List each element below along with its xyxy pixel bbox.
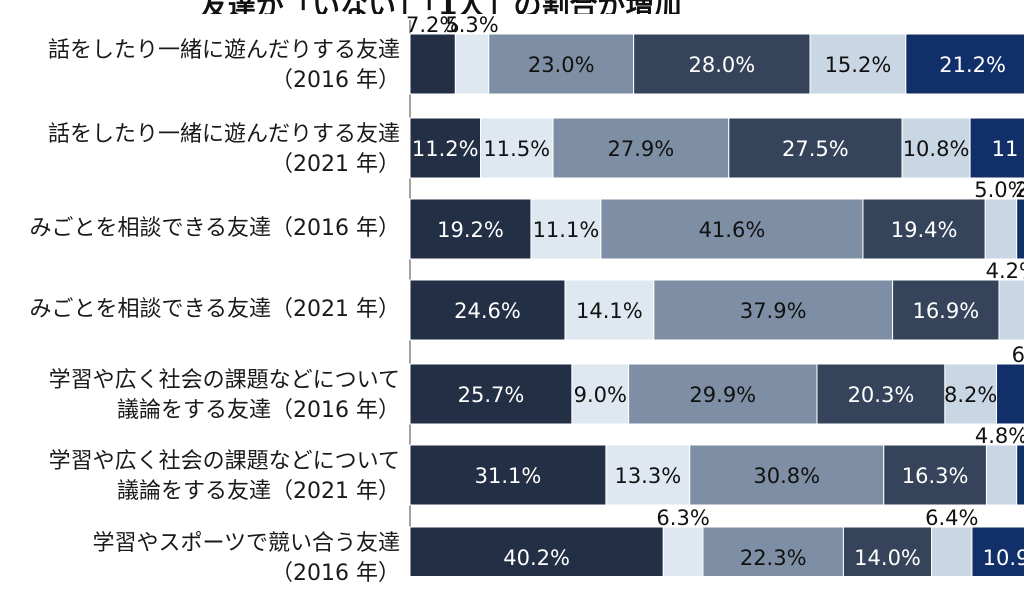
data-label-3-2: 11.1% (533, 218, 600, 242)
data-label-4-2: 14.1% (576, 299, 643, 323)
bar-segment-2-1 (409, 117, 482, 179)
bar-segment-4-2 (564, 279, 655, 341)
data-label-5-5: 8.2% (944, 383, 997, 407)
data-label-4-4: 16.9% (912, 299, 979, 323)
data-label-6-4: 16.3% (902, 464, 969, 488)
bar-segment-6-1 (409, 444, 607, 506)
bar-segment-6-2 (605, 444, 691, 506)
data-label-5-4: 20.3% (848, 383, 915, 407)
bar-segment-7-2 (662, 526, 704, 576)
data-label-5-6: 6 (1012, 343, 1024, 367)
data-label-2-2: 11.5% (483, 137, 550, 161)
chart-title: 友達が「いない」「1人」の割合が増加 (200, 0, 900, 14)
data-label-2-5: 10.8% (903, 137, 970, 161)
bar-segment-6-6 (1016, 444, 1024, 506)
bar-segment-3-4 (862, 198, 986, 260)
data-label-7-5: 6.4% (925, 506, 978, 530)
stacked-bar-chart: 7.2%5.3% 23.0% 28.0% 15.2% 21.2% 11.2% 11.5% 27… (406, 13, 1024, 576)
data-label-5-3: 29.9% (689, 383, 756, 407)
data-label-4-3: 37.9% (740, 299, 807, 323)
bar-segment-5-1 (409, 363, 573, 425)
bar-segment-1-1 (409, 33, 456, 95)
data-label-6-5: 4.8% (975, 424, 1024, 448)
bar-segment-5-5 (944, 363, 998, 425)
row-label-6: 学習や広く社会の課題などについて (48, 449, 400, 474)
data-label-6-1: 31.1% (475, 464, 542, 488)
bar-segment-6-5 (985, 444, 1018, 506)
bar-segment-1-6 (905, 33, 1024, 95)
data-label-3-4: 19.4% (891, 218, 958, 242)
bar-segment-1-3 (488, 33, 635, 95)
data-label-5-1: 25.7% (458, 383, 525, 407)
bar-segment-5-2 (571, 363, 630, 425)
data-label-2-4: 27.5% (782, 137, 849, 161)
data-label-4-5: 4.2% (986, 259, 1024, 283)
data-label-2-6: 11 (992, 137, 1019, 161)
bar-segment-5-3 (628, 363, 818, 425)
row-label-2-line2: （2021 年） (271, 152, 400, 177)
bar-segment-3-3 (600, 198, 864, 260)
data-label-3-3: 41.6% (699, 218, 766, 242)
row-label-5-line2: 議論をする友達（2016 年） (117, 398, 400, 423)
bar-segment-1-2 (454, 33, 490, 95)
bar-segment-3-2 (530, 198, 602, 260)
row-label-1: 話をしたり一緒に遊んだりする友達 (47, 38, 400, 63)
bar-segment-6-4 (883, 444, 987, 506)
data-label-6-6: 3 (1022, 424, 1024, 448)
data-label-7-3: 22.3% (740, 546, 807, 570)
data-label-3-5: 5.0% (974, 178, 1024, 202)
bar-segment-1-4 (633, 33, 811, 95)
data-label-7-4: 14.0% (854, 546, 921, 570)
data-label-1-2: 5.3% (445, 13, 498, 37)
row-label-7: 学習やスポーツで競い合う友達 (92, 531, 400, 556)
bar-segment-7-1 (409, 526, 664, 576)
bar-segment-6-3 (689, 444, 885, 506)
bar-segment-1-5 (809, 33, 907, 95)
row-label-1-line2: （2016 年） (271, 68, 400, 93)
bar-segment-3-5 (984, 198, 1018, 260)
row-label-5: 学習や広く社会の課題などについて (48, 368, 400, 393)
bar-segment-2-6 (969, 117, 1024, 179)
data-label-4-6: 2. (1023, 259, 1024, 283)
data-label-6-3: 30.8% (753, 464, 820, 488)
data-label-2-1: 11.2% (412, 137, 479, 161)
data-label-3-1: 19.2% (437, 218, 504, 242)
bar-segment-5-4 (816, 363, 946, 425)
row-label-3: みごとを相談できる友達（2016 年） (29, 216, 400, 241)
data-label-1-3: 23.0% (528, 53, 595, 77)
bar-segment-4-5 (998, 279, 1024, 341)
data-label-7-2: 6.3% (656, 506, 709, 530)
bar-segment-7-4 (842, 526, 933, 576)
row-label-2: 話をしたり一緒に遊んだりする友達 (47, 122, 400, 147)
row-label-6-line2: 議論をする友達（2021 年） (117, 479, 400, 504)
bar-segment-3-6 (1016, 198, 1024, 260)
data-label-2-3: 27.9% (608, 137, 675, 161)
row-label-4: みごとを相談できる友達（2021 年） (29, 297, 400, 322)
data-label-1-1: 7.2% (406, 13, 459, 37)
data-label-3-6: 2. (1015, 178, 1024, 202)
data-label-7-1: 40.2% (503, 546, 570, 570)
data-label-1-4: 28.0% (688, 53, 755, 77)
chart-area: 友達が「いない」「1人」の割合が増加 話をしたり一緒に遊んだりする友達 （2016… (29, 0, 1024, 586)
data-label-4-1: 24.6% (454, 299, 521, 323)
data-label-1-6: 21.2% (939, 53, 1006, 77)
bar-segment-2-4 (728, 117, 903, 179)
bar-segment-7-6 (971, 526, 1024, 576)
bar-segment-7-5 (931, 526, 973, 576)
data-label-5-2: 9.0% (574, 383, 627, 407)
data-label-1-5: 15.2% (825, 53, 892, 77)
data-label-6-2: 13.3% (614, 464, 681, 488)
bar-segment-3-1 (409, 198, 532, 260)
bar-segment-5-6 (996, 363, 1024, 425)
data-label-7-6: 10.9 (983, 546, 1024, 570)
